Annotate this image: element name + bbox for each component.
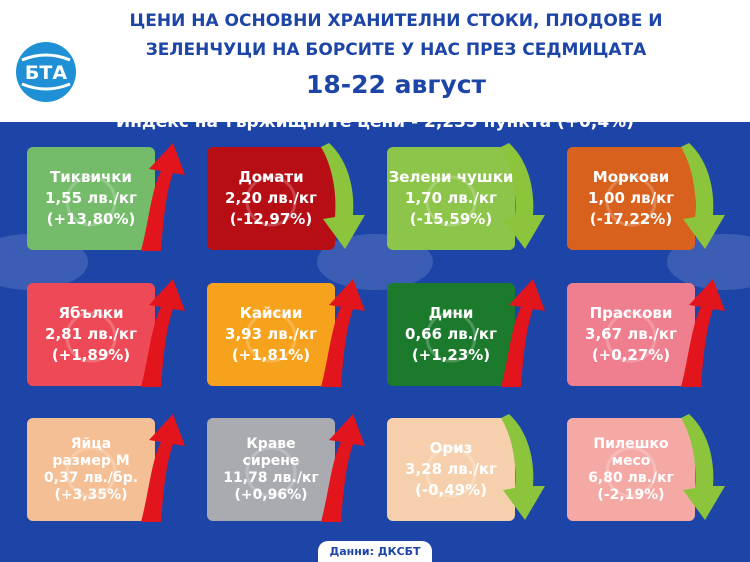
egg-icon <box>65 446 117 498</box>
rice-icon <box>425 446 477 498</box>
product-change: (-12,97%) <box>229 210 313 228</box>
product-price: 3,93 лв./кг <box>225 325 317 343</box>
product-card: Праскови 3,67 лв./кг (+0,27%) <box>567 283 695 386</box>
product-change: (-17,22%) <box>589 210 673 228</box>
product-name: Ориз <box>429 439 473 457</box>
product-change: (-15,59%) <box>409 210 493 228</box>
arrow-down-icon <box>501 143 545 249</box>
tomato-icon <box>245 175 297 227</box>
product-change: (+1,89%) <box>51 346 131 364</box>
apricot-icon <box>245 311 297 363</box>
arrow-up-icon <box>501 279 545 387</box>
product-name: Пилешко <box>593 435 669 452</box>
product-change: (+13,80%) <box>46 210 136 228</box>
product-price: 3,28 лв./кг <box>405 460 497 478</box>
product-name: Кайсии <box>239 304 303 322</box>
arrow-up-icon <box>321 279 365 387</box>
header <box>0 0 750 122</box>
product-price: 1,00 лв/кг <box>587 189 675 207</box>
product-card: Яйца размер М 0,37 лв./бр. (+3,35%) <box>27 418 155 521</box>
arrow-down-icon <box>501 414 545 520</box>
arrow-up-icon <box>321 414 365 522</box>
product-change: (+3,35%) <box>54 486 128 503</box>
date-range: 18-22 август <box>240 65 552 105</box>
product-name-line2: сирене <box>242 452 300 469</box>
product-name-line2: размер М <box>52 452 130 469</box>
arrow-up-icon <box>141 414 185 522</box>
page-title-line2: ЗЕЛЕНЧУЦИ НА БОРСИТЕ У НАС ПРЕЗ СЕДМИЦАТ… <box>145 40 647 60</box>
product-price: 2,81 лв./кг <box>45 325 137 343</box>
product-card: Ябълки 2,81 лв./кг (+1,89%) <box>27 283 155 386</box>
bta-logo-icon: БТА <box>16 42 76 102</box>
product-card: Домати 2,20 лв./кг (-12,97%) <box>207 147 335 250</box>
product-price: 11,78 лв./кг <box>223 469 319 486</box>
product-card: Дини 0,66 лв./кг (+1,23%) <box>387 283 515 386</box>
product-change: (+1,23%) <box>411 346 491 364</box>
product-change: (+0,27%) <box>591 346 671 364</box>
product-card: Тиквички 1,55 лв./кг (+13,80%) <box>27 147 155 250</box>
arrow-up-icon <box>141 143 185 251</box>
page-title-line1: ЦЕНИ НА ОСНОВНИ ХРАНИТЕЛНИ СТОКИ, ПЛОДОВ… <box>129 11 663 31</box>
pepper-icon <box>425 175 477 227</box>
product-name: Яйца <box>70 435 112 452</box>
product-price: 6,80 лв./кг <box>588 469 674 486</box>
product-card: Моркови 1,00 лв/кг (-17,22%) <box>567 147 695 250</box>
product-price: 0,66 лв./кг <box>405 325 497 343</box>
product-change: (-0,49%) <box>415 481 487 499</box>
product-price: 0,37 лв./бр. <box>43 469 139 486</box>
arrow-up-icon <box>141 279 185 387</box>
product-name: Дини <box>428 304 474 322</box>
market-index: Индекс на тържищните цени - 2,235 пункта… <box>116 112 634 132</box>
product-price: 1,70 лв./кг <box>405 189 497 207</box>
arrow-down-icon <box>681 143 725 249</box>
product-name: Ябълки <box>58 304 124 322</box>
arrow-up-icon <box>681 279 725 387</box>
product-price: 2,20 лв./кг <box>225 189 317 207</box>
chicken-icon <box>605 446 657 498</box>
product-name: Праскови <box>589 304 673 322</box>
cheese-icon <box>245 446 297 498</box>
product-price: 3,67 лв./кг <box>585 325 677 343</box>
product-price: 1,55 лв./кг <box>45 189 137 207</box>
logo-text: БТА <box>25 62 67 84</box>
arrow-down-icon <box>681 414 725 520</box>
product-card: Ориз 3,28 лв./кг (-0,49%) <box>387 418 515 521</box>
product-change: (+0,96%) <box>234 486 308 503</box>
product-name: Тиквички <box>50 168 132 186</box>
watermelon-icon <box>425 311 477 363</box>
product-card: Зелени чушки 1,70 лв./кг (-15,59%) <box>387 147 515 250</box>
product-card: Краве сирене 11,78 лв./кг (+0,96%) <box>207 418 335 521</box>
apple-icon <box>65 311 117 363</box>
product-name: Зелени чушки <box>388 168 514 186</box>
product-change: (-2,19%) <box>597 486 665 503</box>
product-card: Пилешко месо 6,80 лв./кг (-2,19%) <box>567 418 695 521</box>
product-name: Моркови <box>592 168 670 186</box>
product-change: (+1,81%) <box>231 346 311 364</box>
zucchini-icon <box>65 175 117 227</box>
product-name: Краве <box>246 435 296 452</box>
data-source: Данни: ДКСБТ <box>318 541 432 562</box>
product-name-line2: месо <box>611 452 651 469</box>
peach-icon <box>605 311 657 363</box>
arrow-down-icon <box>321 143 365 249</box>
product-card: Кайсии 3,93 лв./кг (+1,81%) <box>207 283 335 386</box>
product-name: Домати <box>238 168 304 186</box>
carrot-icon <box>605 175 657 227</box>
